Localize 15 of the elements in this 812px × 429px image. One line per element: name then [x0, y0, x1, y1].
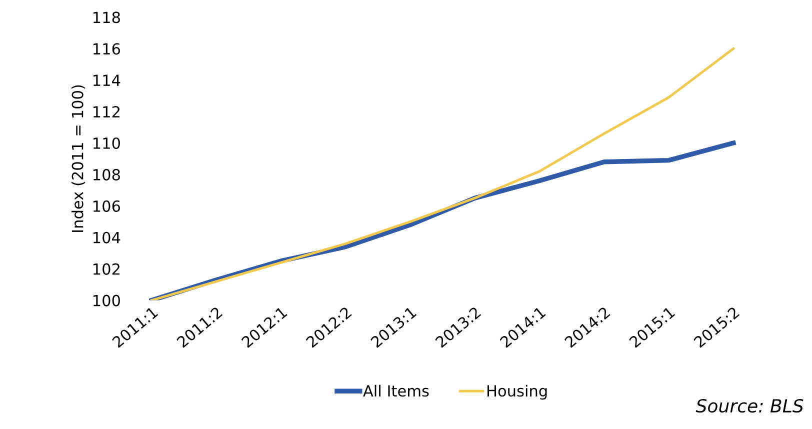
y-tick-label: 112	[94, 106, 120, 118]
y-tick-label: 104	[94, 232, 120, 244]
y-tick-label: 114	[94, 74, 120, 86]
y-tick-label: 108	[94, 168, 120, 180]
legend-label: Housing	[488, 384, 547, 400]
y-tick-label: 118	[94, 12, 120, 24]
y-axis-title: Index (2011 = 100)	[71, 85, 86, 232]
y-tick-label: 102	[94, 263, 120, 275]
y-tick-label: 116	[94, 43, 120, 55]
y-tick-label: 110	[94, 137, 120, 150]
line-series	[150, 47, 735, 300]
y-tick-label: 106	[94, 200, 120, 212]
y-tick-label: 100	[94, 294, 120, 306]
source-note: Source: BLS	[696, 398, 804, 413]
legend-label: All Items	[363, 384, 429, 397]
